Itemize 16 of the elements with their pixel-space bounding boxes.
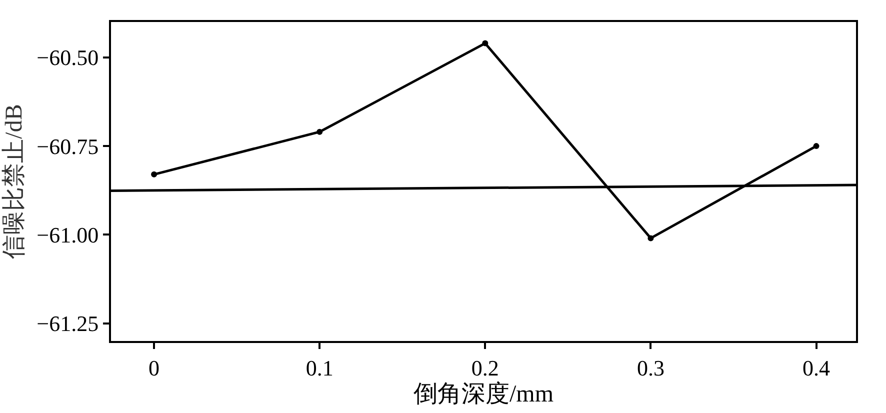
point xyxy=(813,143,820,150)
y-tick-label: −60.75 xyxy=(36,134,99,159)
y-tick-label: −61.00 xyxy=(36,222,99,248)
y-tick-label: −60.50 xyxy=(36,45,99,70)
point xyxy=(648,235,654,242)
x-tick-label: 0.1 xyxy=(306,355,334,380)
x-tick-label: 0.4 xyxy=(802,355,830,380)
x-tick-label: 0.3 xyxy=(636,355,664,380)
y-axis-title: 信噪比禁止/dB xyxy=(1,104,28,259)
point xyxy=(316,128,323,135)
x-tick-label: 0.2 xyxy=(471,355,499,380)
y-tick-label: −61.25 xyxy=(36,310,99,336)
point xyxy=(482,40,488,46)
x-axis-title: 倒角深度/mm xyxy=(413,380,554,408)
x-tick-label: 0 xyxy=(148,355,160,380)
point xyxy=(151,171,158,178)
